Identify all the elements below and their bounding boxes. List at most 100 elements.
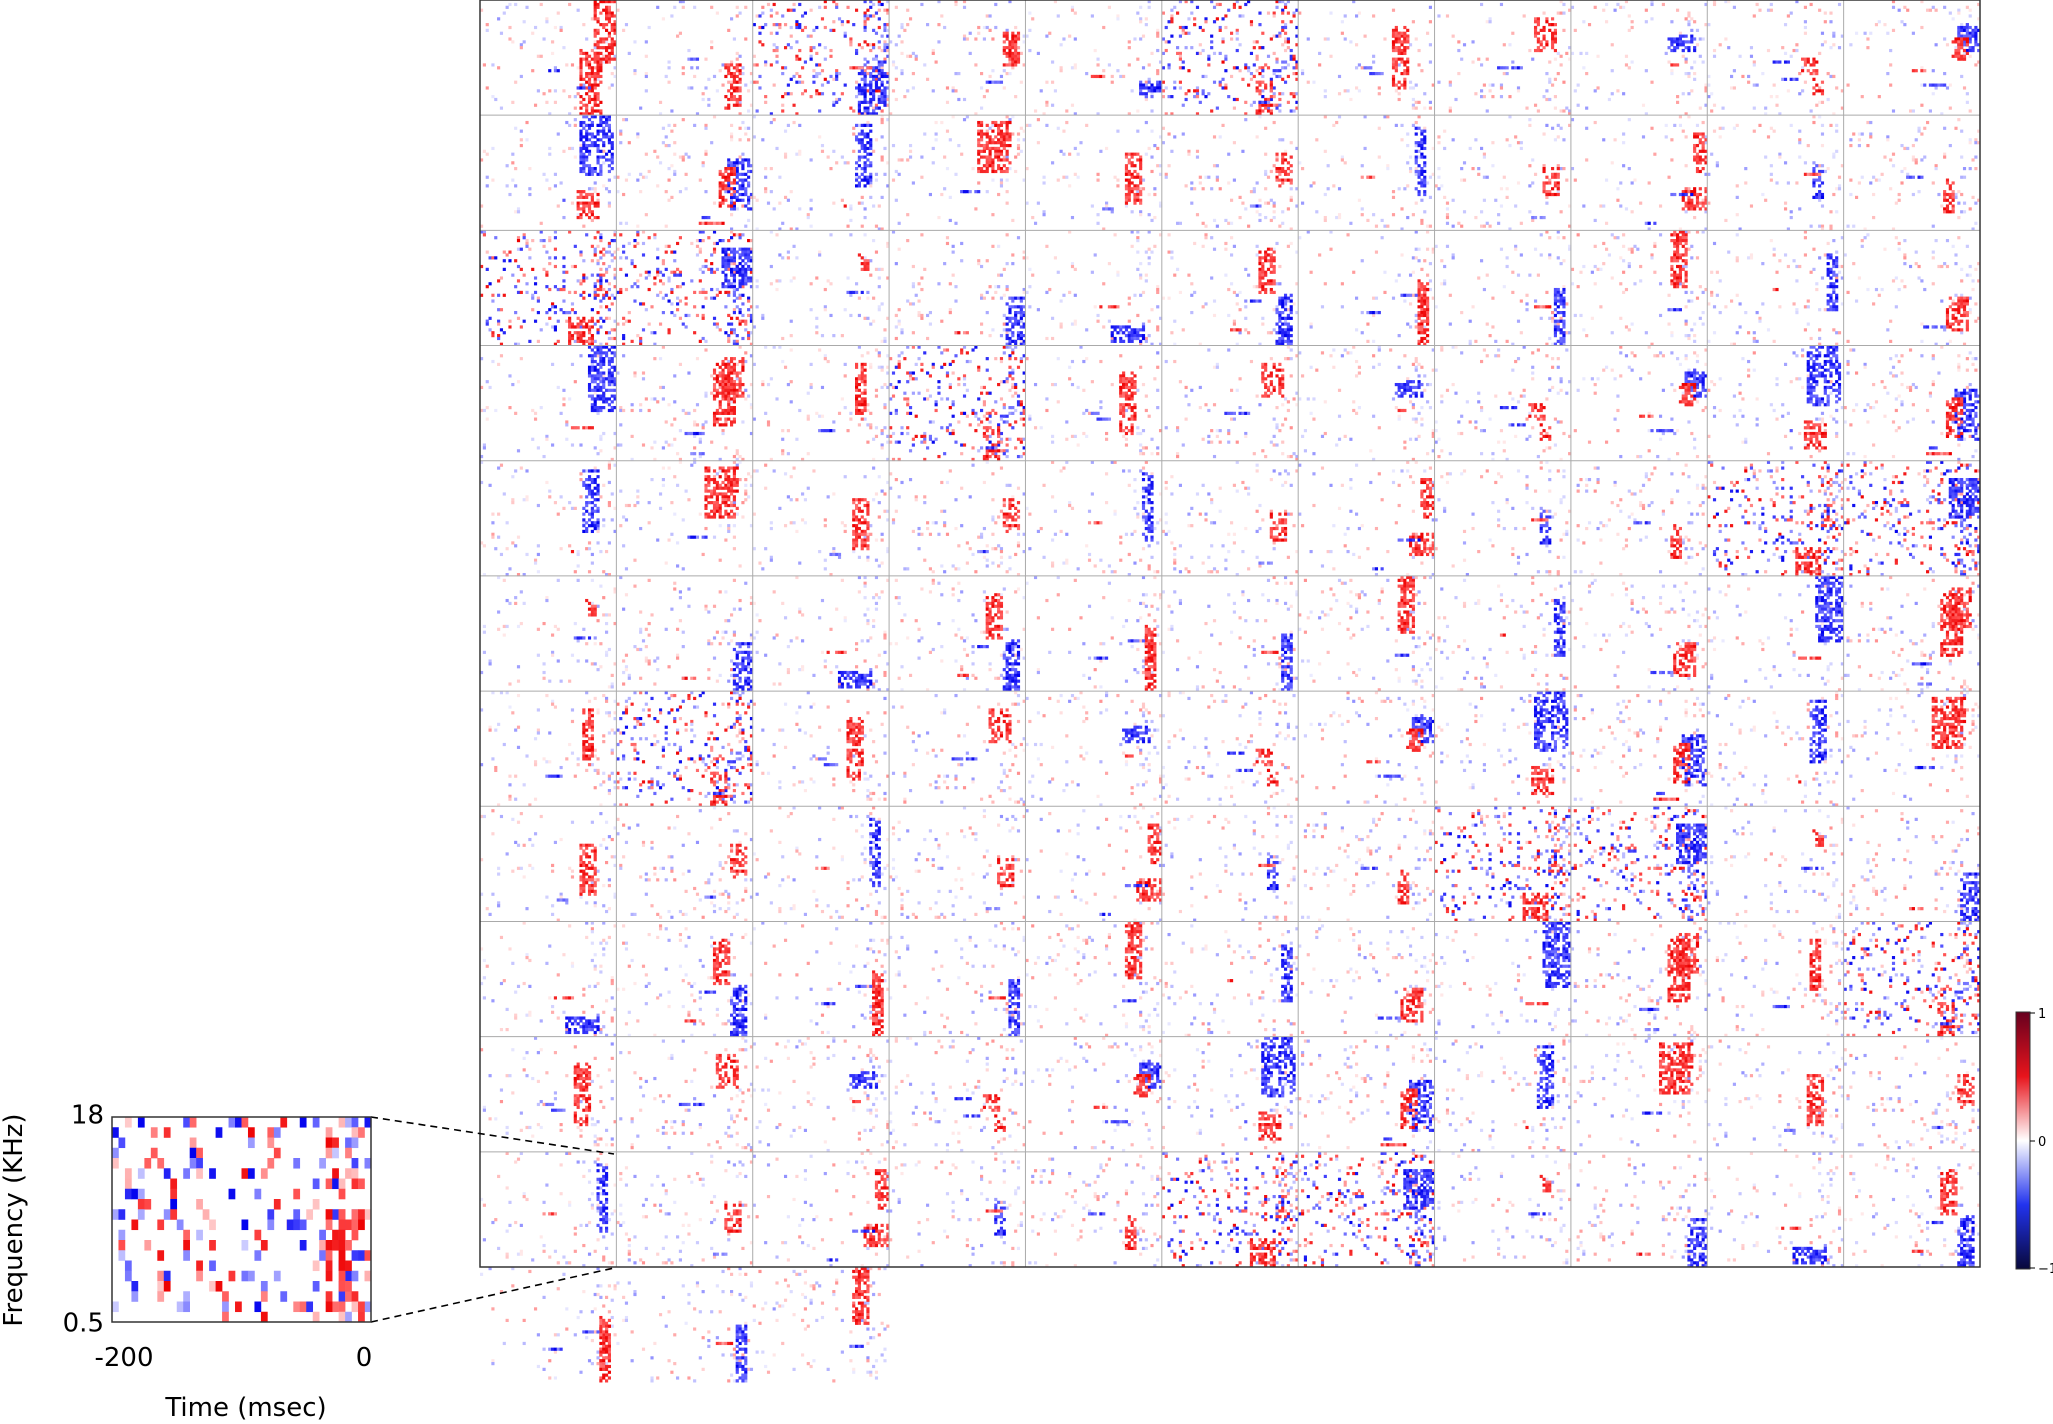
cell-pixel xyxy=(596,57,600,61)
cell-pixel xyxy=(877,308,881,312)
cell-pixel xyxy=(727,164,731,168)
cell-pixel xyxy=(730,63,734,67)
cell-pixel xyxy=(610,25,614,30)
cell-pixel xyxy=(735,80,739,84)
cell-pixel xyxy=(1230,74,1234,79)
cell-pixel xyxy=(491,178,495,182)
cell-pixel xyxy=(1070,8,1075,12)
cell-pixel xyxy=(1664,123,1668,127)
cell-pixel xyxy=(775,23,779,27)
cell-pixel xyxy=(605,14,609,18)
cell-pixel xyxy=(863,267,867,271)
cell-pixel xyxy=(866,135,870,139)
cell-pixel xyxy=(664,143,668,148)
cell-pixel xyxy=(735,103,739,107)
cell-pixel xyxy=(1965,25,1969,30)
cell-pixel xyxy=(1144,95,1148,99)
cell-pixel xyxy=(1420,172,1424,176)
cell-pixel xyxy=(1414,106,1418,110)
cell-pixel xyxy=(843,31,847,35)
cell-pixel xyxy=(920,2,924,7)
cell-pixel xyxy=(494,256,498,260)
cell-pixel xyxy=(1974,138,1978,142)
cell-pixel xyxy=(883,71,887,76)
cell-pixel xyxy=(1695,132,1700,136)
cell-pixel xyxy=(1962,167,1967,171)
cell-pixel xyxy=(1249,204,1254,208)
cell-pixel xyxy=(553,247,557,251)
cell-pixel xyxy=(1008,305,1012,309)
cell-pixel xyxy=(1596,86,1600,90)
cell-pixel xyxy=(579,167,583,171)
cell-pixel xyxy=(1258,115,1262,119)
cell-pixel xyxy=(1945,198,1950,202)
cell-pixel xyxy=(1857,138,1861,142)
cell-pixel xyxy=(1283,178,1288,182)
cell-pixel xyxy=(596,17,600,21)
cell-pixel xyxy=(1281,25,1285,30)
cell-pixel xyxy=(1283,23,1288,27)
cell-pixel xyxy=(1943,192,1947,197)
cell-pixel xyxy=(1397,34,1401,38)
cell-pixel xyxy=(1255,181,1259,185)
cell-pixel xyxy=(622,316,626,320)
cell-pixel xyxy=(988,146,992,151)
cell-pixel xyxy=(647,322,651,326)
cell-pixel xyxy=(1124,172,1129,176)
cell-pixel xyxy=(1207,57,1211,61)
cell-pixel xyxy=(812,28,816,32)
cell-pixel xyxy=(860,167,864,171)
cell-pixel xyxy=(1386,164,1390,168)
cell-pixel xyxy=(749,164,754,168)
cell-pixel xyxy=(1730,86,1734,90)
cell-pixel xyxy=(622,334,626,338)
cell-pixel xyxy=(565,270,569,274)
cell-pixel xyxy=(860,267,864,271)
cell-pixel xyxy=(1891,0,1896,4)
cell-pixel xyxy=(658,270,663,274)
cell-pixel xyxy=(954,221,958,225)
cell-pixel xyxy=(712,201,717,205)
cell-pixel xyxy=(985,25,989,30)
cell-pixel xyxy=(1866,37,1870,41)
cell-pixel xyxy=(764,23,768,27)
cell-pixel xyxy=(730,230,734,234)
cell-pixel xyxy=(730,285,734,289)
cell-pixel xyxy=(863,135,867,139)
cell-pixel xyxy=(1420,221,1424,225)
cell-pixel xyxy=(516,247,521,251)
cell-pixel xyxy=(1227,95,1231,99)
cell-pixel xyxy=(1911,69,1915,73)
cell-pixel xyxy=(605,8,609,12)
cell-pixel xyxy=(1661,2,1665,7)
cell-pixel xyxy=(1102,207,1106,211)
cell-pixel xyxy=(1437,167,1441,171)
cell-pixel xyxy=(1639,201,1643,205)
cell-pixel xyxy=(687,57,691,61)
cell-pixel xyxy=(667,123,671,127)
cell-pixel xyxy=(1153,192,1157,197)
cell-pixel xyxy=(999,132,1004,136)
cell-pixel xyxy=(1008,48,1012,53)
cell-pixel xyxy=(727,178,731,182)
cell-pixel xyxy=(579,69,583,73)
cell-pixel xyxy=(1516,141,1521,145)
cell-pixel xyxy=(593,215,597,220)
cell-pixel xyxy=(863,112,867,116)
cell-pixel xyxy=(982,143,986,148)
cell-pixel xyxy=(1471,40,1475,44)
cell-pixel xyxy=(1005,178,1009,182)
cell-pixel xyxy=(741,273,745,277)
cell-pixel xyxy=(1971,46,1975,50)
cell-pixel xyxy=(1440,184,1444,188)
cell-pixel xyxy=(1920,66,1924,70)
cell-pixel xyxy=(1377,86,1381,90)
cell-pixel xyxy=(1073,37,1077,41)
cell-pixel xyxy=(1127,169,1131,174)
cell-pixel xyxy=(1156,146,1160,151)
cell-pixel xyxy=(732,172,736,176)
cell-pixel xyxy=(1130,155,1134,159)
cell-pixel xyxy=(718,190,722,194)
cell-pixel xyxy=(519,74,523,79)
cell-pixel xyxy=(590,115,594,119)
